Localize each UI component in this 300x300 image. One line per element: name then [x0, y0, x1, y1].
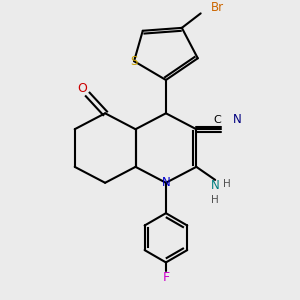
Text: N: N [211, 178, 220, 192]
Text: C: C [214, 115, 221, 125]
Text: H: H [211, 195, 219, 205]
Text: O: O [77, 82, 87, 94]
Text: S: S [130, 55, 138, 68]
Text: N: N [233, 113, 242, 126]
Text: Br: Br [211, 1, 224, 14]
Text: F: F [162, 271, 169, 284]
Text: N: N [162, 176, 170, 189]
Text: H: H [224, 179, 231, 189]
